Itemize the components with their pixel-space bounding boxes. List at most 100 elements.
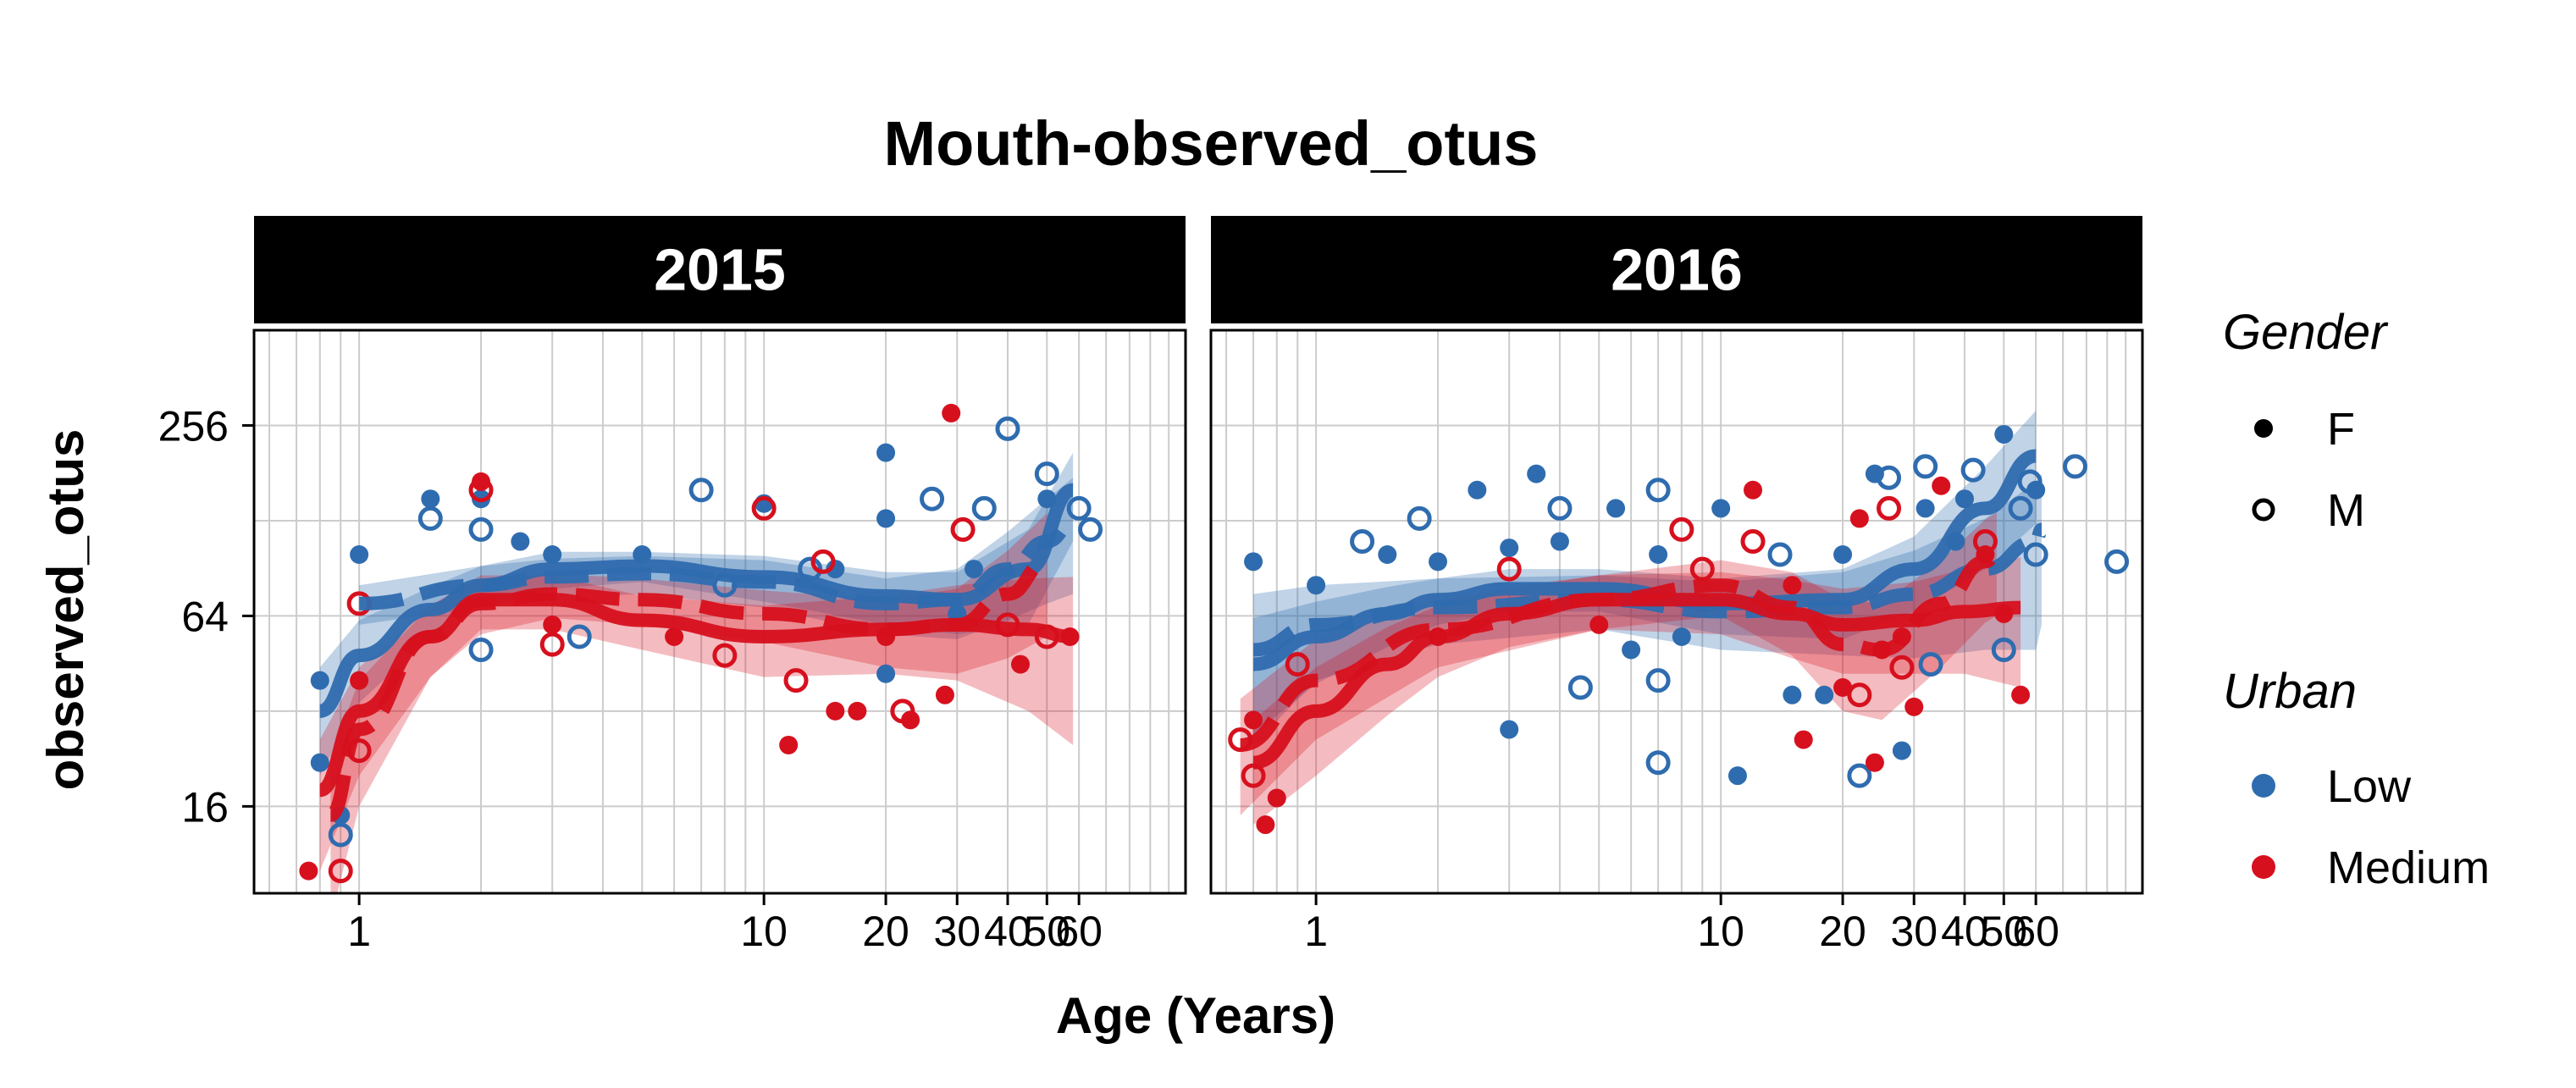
data-point	[1740, 529, 1766, 555]
series-line-medium-m	[327, 555, 1048, 822]
x-tick-label: 1	[1304, 908, 1328, 955]
data-point	[2008, 495, 2033, 521]
data-point	[350, 545, 369, 565]
data-point	[1468, 480, 1487, 500]
data-point	[1877, 465, 1902, 490]
data-point	[848, 701, 867, 721]
series-line-low-m	[1252, 522, 2047, 657]
legend-urban-low-label: Low	[2327, 761, 2412, 812]
x-tick-label: 50	[1980, 908, 2027, 955]
data-point	[1672, 627, 1691, 647]
data-point	[350, 671, 369, 690]
data-point	[1915, 499, 1935, 518]
data-point	[826, 701, 845, 721]
y-tick-label: 16	[181, 783, 229, 831]
data-point	[1645, 750, 1671, 776]
data-point	[688, 478, 714, 503]
plot-area	[1228, 411, 2130, 835]
data-point	[1606, 499, 1626, 518]
data-point	[751, 495, 777, 521]
data-point	[1711, 499, 1731, 518]
data-point	[1649, 545, 1668, 565]
data-point	[1589, 615, 1609, 634]
legend: Gender F M Urban Low Medium	[2223, 305, 2490, 893]
data-point	[2104, 549, 2130, 574]
x-tick-label: 60	[1055, 908, 1103, 955]
data-point	[1833, 545, 1853, 565]
data-point	[1847, 682, 1872, 708]
data-point	[1066, 495, 1092, 521]
legend-urban-low-marker	[2252, 774, 2275, 798]
legend-urban-medium-label: Medium	[2327, 842, 2490, 893]
data-point	[1010, 654, 1030, 674]
data-point	[2023, 542, 2048, 567]
data-point	[1889, 654, 1915, 680]
facet-strip	[1211, 216, 2142, 323]
y-tick-label: 64	[181, 593, 229, 640]
data-point	[1350, 529, 1375, 555]
x-axis-label: Age (Years)	[1056, 987, 1335, 1044]
data-point	[1500, 720, 1519, 739]
confidence-band-medium-f	[319, 575, 1074, 871]
data-point	[1727, 766, 1747, 786]
data-point	[876, 509, 896, 528]
data-point	[1865, 753, 1884, 772]
data-point	[876, 443, 896, 462]
data-point	[1744, 480, 1763, 500]
x-tick-label: 10	[1697, 908, 1744, 955]
legend-gender-title: Gender	[2223, 305, 2389, 360]
series-line-medium-m	[1239, 548, 1998, 752]
data-point	[783, 668, 809, 693]
data-point	[1645, 478, 1671, 503]
data-point	[1267, 788, 1286, 808]
data-point	[950, 516, 976, 542]
data-point	[468, 637, 494, 662]
data-point	[890, 699, 915, 724]
plot-area	[299, 403, 1103, 893]
data-point	[543, 545, 562, 565]
data-point	[328, 822, 353, 848]
data-point	[1669, 516, 1694, 542]
legend-gender-f-marker	[2254, 419, 2273, 438]
data-point	[1034, 461, 1059, 487]
data-point	[712, 643, 738, 668]
data-point	[567, 624, 592, 649]
x-tick-label: 30	[933, 908, 981, 955]
data-point	[1407, 505, 1432, 531]
data-point	[468, 478, 494, 503]
data-point	[299, 861, 318, 881]
data-point	[1833, 678, 1853, 698]
data-point	[1378, 545, 1397, 565]
data-point	[511, 532, 530, 551]
panel-frame	[252, 329, 1187, 895]
data-point	[1527, 464, 1546, 483]
data-point	[876, 664, 896, 683]
data-point	[1847, 763, 1872, 788]
data-point	[328, 859, 353, 884]
x-tick-label: 40	[984, 908, 1031, 955]
data-point	[1256, 815, 1275, 835]
data-point	[1037, 489, 1057, 509]
data-point	[417, 505, 443, 531]
data-point	[810, 549, 836, 574]
data-point	[1496, 556, 1522, 582]
data-point	[826, 560, 845, 579]
y-axis-label: observed_otus	[37, 429, 94, 791]
data-point	[920, 486, 945, 511]
data-point	[1794, 730, 1813, 749]
x-tick-label: 30	[1890, 908, 1938, 955]
data-point	[543, 615, 562, 634]
data-point	[1954, 489, 1974, 509]
x-tick-label: 20	[1819, 908, 1866, 955]
legend-gender-m-marker	[2252, 498, 2275, 522]
x-tick-label: 1	[347, 908, 371, 955]
data-point	[971, 495, 997, 521]
data-point	[1960, 457, 1986, 483]
data-point	[1815, 685, 1834, 704]
legend-urban-title: Urban	[2223, 664, 2357, 719]
data-point	[1994, 424, 2014, 444]
